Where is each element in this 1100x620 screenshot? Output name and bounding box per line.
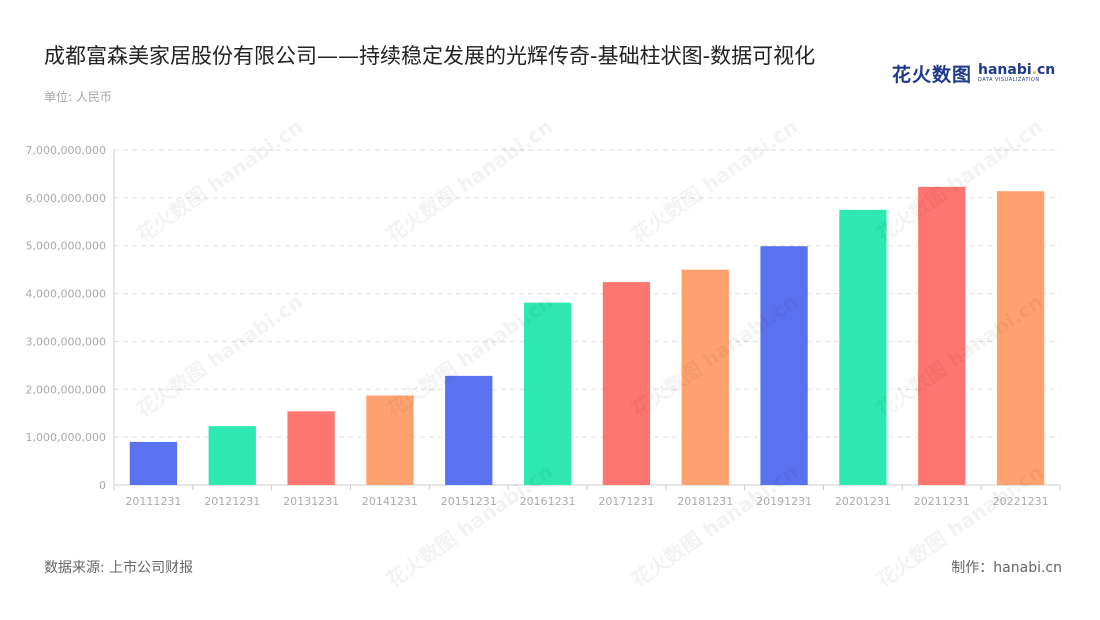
bar	[287, 411, 335, 485]
brand-logo: 花火数图 hanabi.cn DATA VISUALIZATION	[892, 60, 1055, 86]
bar	[918, 186, 966, 485]
logo-cn-text: 花火数图	[892, 63, 973, 86]
y-tick-label: 2,000,000,000	[26, 383, 106, 396]
x-tick-label: 20191231	[756, 495, 812, 508]
y-tick-label: 5,000,000,000	[26, 240, 106, 253]
bar	[760, 246, 808, 485]
y-tick-label: 1,000,000,000	[26, 431, 106, 444]
x-tick-label: 20111231	[125, 495, 181, 508]
x-tick-label: 20141231	[362, 495, 418, 508]
bar	[445, 375, 493, 485]
bar	[129, 441, 178, 485]
x-tick-label: 20121231	[204, 495, 260, 508]
bar	[681, 269, 729, 485]
x-tick-label: 20131231	[283, 495, 339, 508]
bar	[208, 426, 256, 485]
x-tick-label: 20151231	[441, 495, 497, 508]
y-tick-label: 4,000,000,000	[26, 288, 106, 301]
x-tick-label: 20181231	[677, 495, 733, 508]
logo-en-text: hanabi.cn	[978, 61, 1056, 78]
chart-title: 成都富森美家居股份有限公司——持续稳定发展的光辉传奇-基础柱状图-数据可视化	[44, 44, 816, 68]
x-tick-label: 20211231	[914, 495, 970, 508]
unit-label: 单位: 人民币	[44, 90, 112, 104]
logo-en-block: hanabi.cn DATA VISUALIZATION	[978, 63, 1055, 84]
y-tick-label: 0	[99, 479, 106, 492]
bar	[366, 395, 414, 485]
x-tick-label: 20221231	[993, 495, 1049, 508]
bar	[996, 191, 1045, 485]
y-tick-label: 3,000,000,000	[26, 335, 106, 348]
x-tick-label: 20171231	[598, 495, 654, 508]
credit-note: 制作：hanabi.cn	[951, 560, 1062, 576]
y-tick-label: 6,000,000,000	[26, 192, 106, 205]
x-tick-label: 20161231	[520, 495, 576, 508]
bar	[602, 282, 651, 485]
x-tick-label: 20201231	[835, 495, 891, 508]
y-tick-label: 7,000,000,000	[26, 144, 106, 157]
bar	[839, 209, 887, 486]
bar	[523, 302, 572, 485]
data-source-note: 数据来源: 上市公司财报	[44, 560, 194, 576]
logo-subtitle: DATA VISUALIZATION	[978, 76, 1040, 83]
